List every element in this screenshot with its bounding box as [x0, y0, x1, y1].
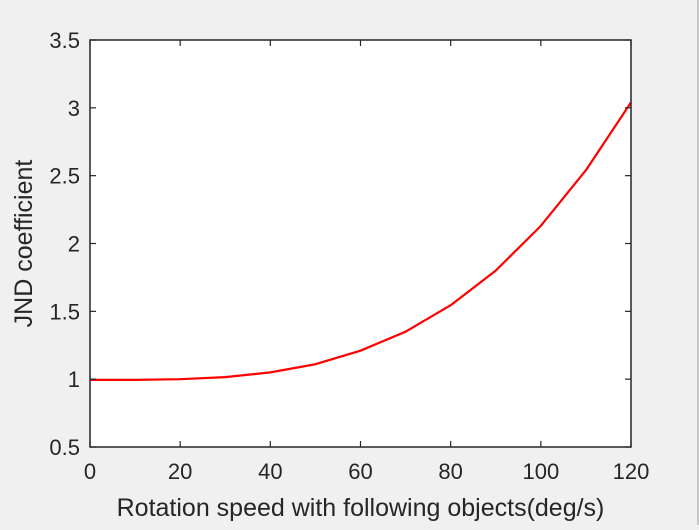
x-tick-label: 40: [258, 459, 282, 484]
plot-area: [90, 40, 631, 447]
y-tick-label: 3: [68, 96, 80, 121]
x-tick-label: 80: [438, 459, 462, 484]
x-tick-label: 120: [613, 459, 650, 484]
y-axis-label: JND coefficient: [10, 160, 38, 328]
x-tick-label: 60: [348, 459, 372, 484]
y-tick-label: 3.5: [49, 28, 80, 53]
y-tick-label: 0.5: [49, 435, 80, 460]
x-tick-label: 0: [84, 459, 96, 484]
y-tick-label: 2.5: [49, 164, 80, 189]
x-tick-label: 20: [168, 459, 192, 484]
y-tick-label: 1: [68, 367, 80, 392]
x-axis-label: Rotation speed with following objects(de…: [117, 494, 605, 522]
x-tick-label: 100: [522, 459, 559, 484]
y-tick-label: 2: [68, 232, 80, 257]
y-tick-label: 1.5: [49, 299, 80, 324]
